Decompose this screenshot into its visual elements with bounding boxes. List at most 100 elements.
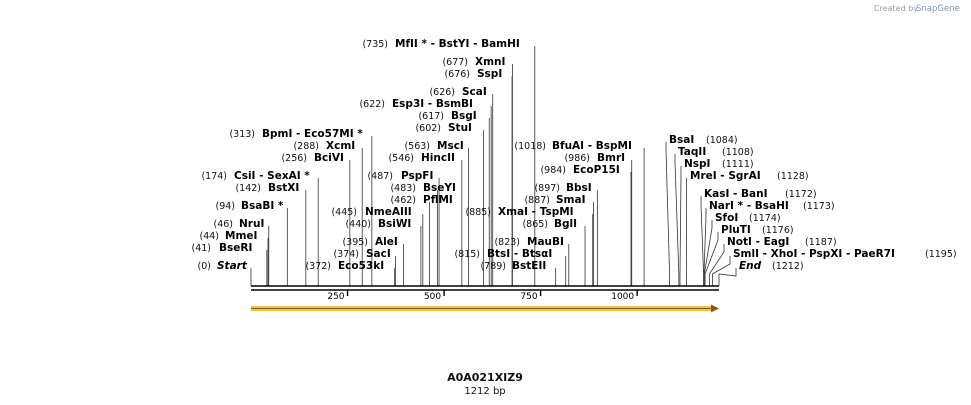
enzyme-kasi[interactable]: KasI - BanI (704, 188, 768, 200)
site-position: (1084) (706, 135, 738, 146)
enzyme-maubi[interactable]: MauBI (527, 236, 564, 248)
enzyme-xcmi[interactable]: XcmI (326, 140, 355, 152)
feature-arrow-head (711, 304, 719, 313)
site-position: (546) (388, 153, 414, 164)
enzyme-alei[interactable]: AleI (375, 236, 398, 248)
enzyme-csii[interactable]: CsiI - SexAI * (234, 170, 310, 182)
enzyme-xmni[interactable]: XmnI (475, 56, 505, 68)
enzyme-nari[interactable]: NarI * - BsaHI (709, 200, 789, 212)
enzyme-bsiwi[interactable]: BsiWI (378, 218, 411, 230)
feature-arrow[interactable] (251, 304, 719, 313)
enzyme-bsai[interactable]: BsaI (669, 134, 694, 146)
sequence-length: 1212 bp (464, 386, 505, 397)
site-position: (395) (342, 237, 368, 248)
enzyme-pspfi[interactable]: PspFI (401, 170, 433, 182)
enzyme-end[interactable]: End (739, 260, 762, 272)
enzyme-nmeaiii[interactable]: NmeAIII (365, 206, 412, 218)
enzyme-pflmi[interactable]: PflMI (423, 194, 453, 206)
site-position: (0) (198, 261, 211, 272)
site-position: (462) (390, 195, 416, 206)
leader-smli (712, 256, 731, 286)
site-position: (1128) (777, 171, 809, 182)
site-position: (885) (465, 207, 491, 218)
enzyme-pluti[interactable]: PluTI (721, 224, 751, 236)
ruler-tick-label: 1000 (611, 292, 634, 302)
enzyme-sspi[interactable]: SspI (477, 68, 502, 80)
enzyme-saci[interactable]: SacI (366, 248, 391, 260)
site-position: (897) (534, 183, 560, 194)
site-position: (865) (522, 219, 548, 230)
leader-nspi (679, 166, 682, 286)
enzyme-mrei[interactable]: MreI - SgrAI (690, 170, 761, 182)
site-position: (487) (367, 171, 393, 182)
enzyme-smai[interactable]: SmaI (556, 194, 586, 206)
site-position: (626) (429, 87, 455, 98)
site-position: (823) (494, 237, 520, 248)
site-position: (986) (564, 153, 590, 164)
site-position: (1187) (805, 237, 837, 248)
enzyme-sfoi[interactable]: SfoI (715, 212, 738, 224)
site-position: (789) (480, 261, 506, 272)
credit-prefix: Created by (874, 4, 918, 13)
enzyme-eco53ki[interactable]: Eco53kI (338, 260, 384, 272)
enzyme-mmei[interactable]: MmeI (225, 230, 257, 242)
ruler-tick-label: 500 (424, 292, 441, 302)
site-position: (617) (418, 111, 444, 122)
site-position: (735) (362, 39, 388, 50)
enzyme-btsi[interactable]: BtsI - BtsαI (487, 248, 552, 260)
site-position: (1174) (749, 213, 781, 224)
enzyme-msci[interactable]: MscI (437, 140, 464, 152)
site-position: (563) (404, 141, 430, 152)
enzyme-bsabi[interactable]: BsaBI * (241, 200, 284, 212)
ruler: 250 500 750 1000 (327, 290, 638, 302)
enzyme-labels: (0) Start (41) BseRI(44) MmeI(46) NruI (94) Bsa… (191, 38, 956, 272)
site-position: (1172) (785, 189, 817, 200)
enzyme-hincii[interactable]: HincII (421, 152, 455, 164)
enzyme-nspi[interactable]: NspI (684, 158, 710, 170)
enzyme-noti[interactable]: NotI - EagI (727, 236, 789, 248)
enzyme-bcivi[interactable]: BciVI (314, 152, 344, 164)
enzyme-bmri[interactable]: BmrI (597, 152, 625, 164)
enzyme-bseri[interactable]: BseRI (219, 242, 252, 254)
site-position: (1195) (925, 249, 957, 260)
snapgene-brand: SnapGene (916, 4, 960, 14)
enzyme-xmai[interactable]: XmaI - TspMI (498, 206, 574, 218)
site-position: (984) (540, 165, 566, 176)
enzyme-stui[interactable]: StuI (448, 122, 472, 134)
site-position: (1176) (762, 225, 794, 236)
enzyme-start[interactable]: Start (217, 260, 248, 272)
site-position: (372) (305, 261, 331, 272)
site-position: (288) (293, 141, 319, 152)
ruler-tick-label: 750 (520, 292, 537, 302)
enzyme-smli[interactable]: SmlI - XhoI - PspXI - PaeR7I (733, 248, 895, 260)
site-position: (46) (213, 219, 233, 230)
site-position: (815) (454, 249, 480, 260)
site-position: (374) (333, 249, 359, 260)
site-position: (1111) (722, 159, 754, 170)
enzyme-nrui[interactable]: NruI (239, 218, 264, 230)
site-position: (676) (444, 69, 470, 80)
site-position: (142) (235, 183, 261, 194)
enzyme-bbsi[interactable]: BbsI (566, 182, 592, 194)
enzyme-esp3i[interactable]: Esp3I - BsmBI (392, 98, 473, 110)
enzyme-bstxi[interactable]: BstXI (268, 182, 299, 194)
enzyme-bfuai[interactable]: BfuAI - BspMI (552, 140, 632, 152)
enzyme-taqii[interactable]: TaqII (678, 146, 706, 158)
leader-lines (250, 46, 737, 286)
site-position: (256) (281, 153, 307, 164)
enzyme-bgli[interactable]: BglI (554, 218, 577, 230)
ruler-tick-label: 250 (327, 292, 344, 302)
site-position: (445) (331, 207, 357, 218)
enzyme-bpmi[interactable]: BpmI - Eco57MI * (262, 128, 363, 140)
site-position: (41) (191, 243, 211, 254)
enzyme-scai[interactable]: ScaI (462, 86, 487, 98)
enzyme-bsteii[interactable]: BstEII (512, 260, 546, 272)
enzyme-ecop15i[interactable]: EcoP15I (573, 164, 620, 176)
enzyme-bseyi[interactable]: BseYI (423, 182, 456, 194)
site-position: (1212) (772, 261, 804, 272)
site-position: (313) (229, 129, 255, 140)
site-position: (622) (359, 99, 385, 110)
enzyme-bsgi[interactable]: BsgI (451, 110, 477, 122)
enzyme-mfii[interactable]: MfII * - BstYI - BamHI (395, 38, 520, 50)
